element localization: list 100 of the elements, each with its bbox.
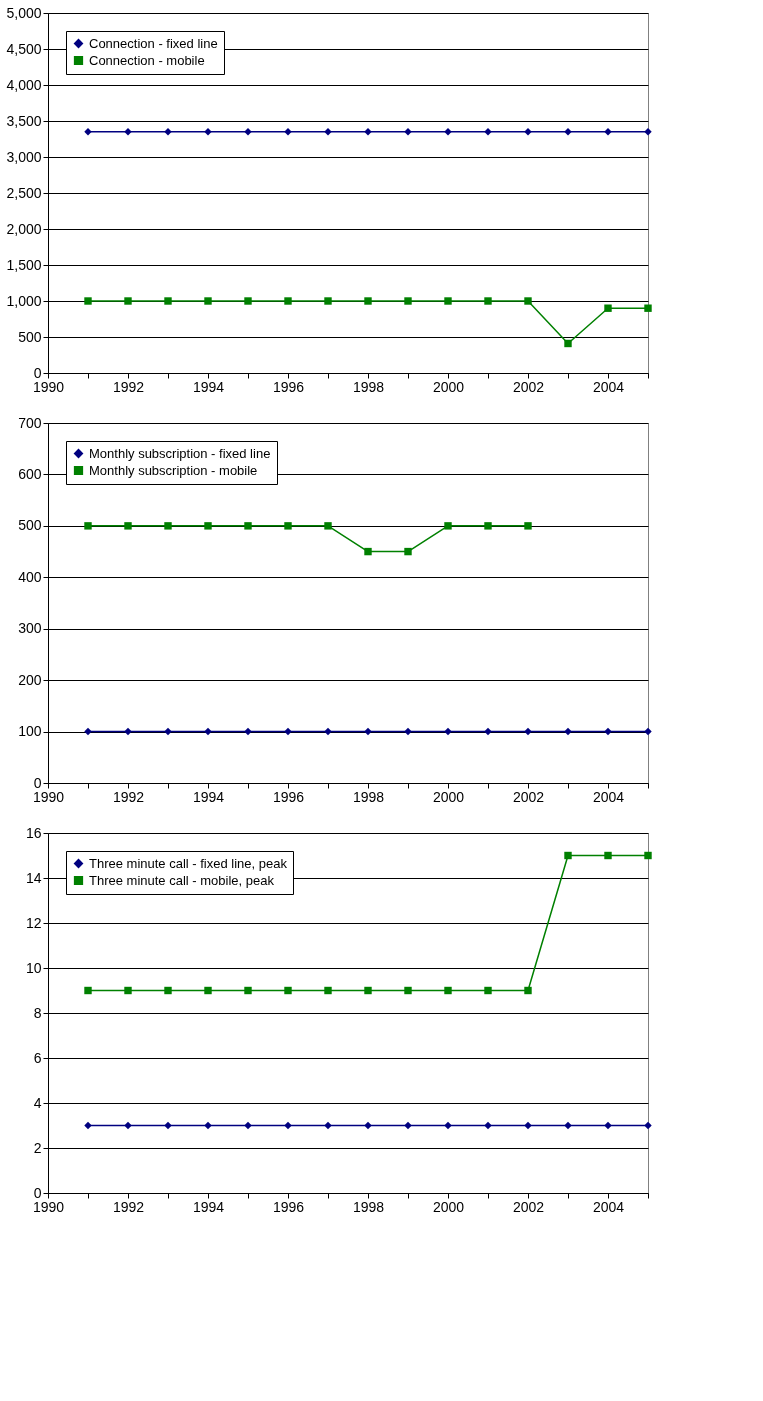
point	[244, 297, 252, 305]
point	[204, 522, 212, 530]
point	[284, 986, 292, 995]
point	[564, 339, 572, 348]
point	[364, 1121, 372, 1130]
x-tick-label: 2002	[512, 378, 545, 395]
point	[404, 986, 412, 995]
point	[484, 986, 492, 995]
x-tick-label: 1992	[112, 378, 145, 395]
point	[284, 1121, 292, 1130]
point	[524, 522, 532, 530]
x-tick-label: 1994	[192, 788, 225, 805]
point	[524, 297, 532, 305]
y-tick-label: 8	[33, 1004, 42, 1021]
x-tick-label: 1998	[352, 378, 385, 395]
y-tick-label: 12	[25, 914, 42, 931]
point	[244, 522, 252, 530]
point	[324, 727, 332, 736]
x-tick-label: 1998	[352, 1198, 385, 1215]
point	[404, 727, 412, 736]
y-tick-label: 600	[18, 465, 42, 482]
y-tick-label: 4,500	[6, 40, 42, 57]
point	[564, 727, 572, 736]
point	[204, 297, 212, 305]
y-tick-label: 300	[18, 620, 42, 637]
y-tick-label: 2	[33, 1139, 42, 1156]
point	[204, 1121, 212, 1130]
x-tick-label: 1990	[32, 1198, 65, 1215]
x-tick-label: 1998	[352, 788, 385, 805]
point	[164, 1121, 172, 1130]
point	[124, 727, 132, 736]
y-tick-label: 0	[33, 774, 42, 791]
y-tick-label: 16	[25, 824, 42, 841]
y-tick-label: 500	[18, 517, 42, 534]
point	[324, 522, 332, 530]
y-tick-label: 1,500	[6, 256, 42, 273]
y-tick-label: 1,000	[6, 292, 42, 309]
legend-label: Three minute call - fixed line, peak	[89, 855, 288, 871]
y-tick-label: 2,500	[6, 184, 42, 201]
y-tick-label: 4	[33, 1094, 42, 1111]
point	[644, 304, 652, 312]
y-tick-label: 10	[25, 959, 42, 976]
point	[244, 1121, 252, 1130]
point	[484, 1121, 492, 1130]
point	[564, 851, 572, 860]
point	[364, 986, 372, 995]
x-tick-label: 2000	[432, 788, 465, 805]
point	[244, 986, 252, 995]
x-tick-label: 1996	[272, 1198, 305, 1215]
point	[484, 297, 492, 305]
point	[84, 297, 92, 305]
point	[124, 297, 132, 305]
y-tick-label: 100	[18, 723, 42, 740]
point	[364, 547, 372, 556]
point	[164, 727, 172, 736]
point	[124, 522, 132, 530]
point	[284, 297, 292, 305]
point	[444, 522, 452, 530]
legend-label: Monthly subscription - fixed line	[89, 445, 271, 461]
y-tick-label: 2,000	[6, 220, 42, 237]
point	[204, 727, 212, 736]
x-tick-label: 2000	[432, 378, 465, 395]
x-tick-label: 2004	[592, 378, 625, 395]
point	[404, 547, 412, 556]
y-tick-label: 3,000	[6, 148, 42, 165]
point	[84, 522, 92, 530]
point	[644, 1121, 652, 1130]
x-tick-label: 1994	[192, 1198, 225, 1215]
x-tick-label: 1992	[112, 788, 145, 805]
legend-label: Connection - mobile	[89, 52, 205, 68]
point	[604, 304, 612, 312]
point	[364, 727, 372, 736]
x-tick-label: 1996	[272, 788, 305, 805]
point	[124, 1121, 132, 1130]
point	[444, 986, 452, 995]
y-tick-label: 3,500	[6, 112, 42, 129]
point	[524, 1121, 532, 1130]
point	[284, 522, 292, 530]
point	[164, 522, 172, 530]
point	[524, 986, 532, 995]
point	[604, 727, 612, 736]
x-tick-label: 1996	[272, 378, 305, 395]
point	[164, 297, 172, 305]
point	[324, 1121, 332, 1130]
y-tick-label: 4,000	[6, 76, 42, 93]
legend-label: Connection - fixed line	[89, 35, 218, 51]
point	[404, 1121, 412, 1130]
point	[644, 851, 652, 860]
point	[524, 727, 532, 736]
x-tick-label: 2002	[512, 1198, 545, 1215]
point	[124, 986, 132, 995]
point	[204, 986, 212, 995]
x-tick-label: 1990	[32, 378, 65, 395]
point	[444, 1121, 452, 1130]
point	[444, 297, 452, 305]
point	[484, 727, 492, 736]
y-tick-label: 6	[33, 1049, 42, 1066]
y-tick-label: 500	[18, 328, 42, 345]
point	[244, 727, 252, 736]
x-tick-label: 2004	[592, 788, 625, 805]
